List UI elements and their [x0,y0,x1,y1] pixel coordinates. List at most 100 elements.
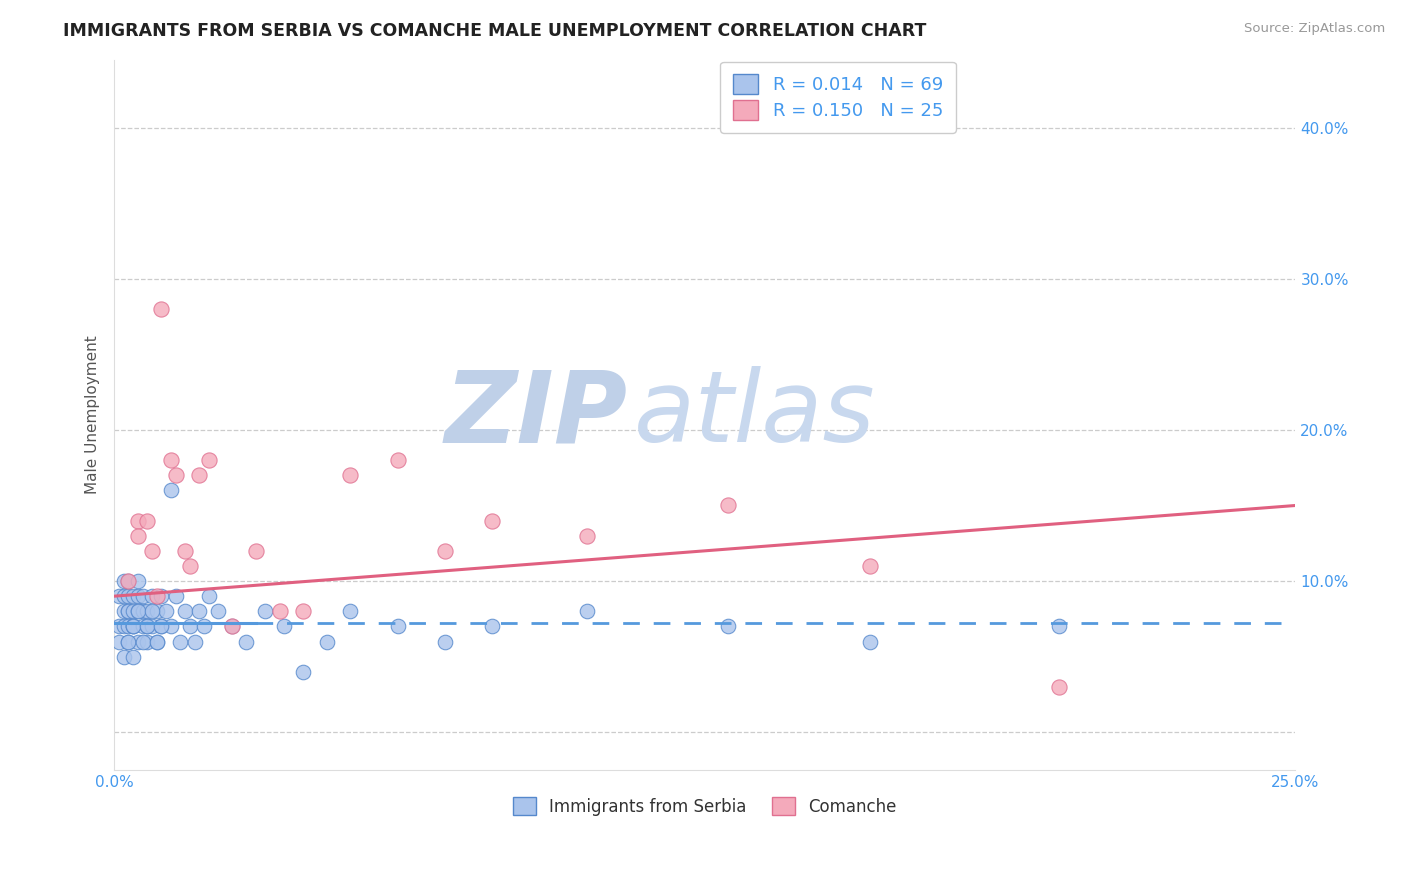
Point [387,453,409,467]
Point [108,619,131,633]
Point [131,589,153,603]
Point [141,589,163,603]
Point [292,665,315,679]
Point [108,589,131,603]
Point [174,544,197,558]
Point [575,604,598,618]
Point [717,499,740,513]
Point [112,574,135,588]
Point [717,619,740,633]
Point [1047,680,1070,694]
Point [117,634,139,648]
Point [174,604,197,618]
Point [221,619,243,633]
Point [117,574,139,588]
Point [112,604,135,618]
Point [254,604,277,618]
Point [145,634,167,648]
Point [387,619,409,633]
Point [292,604,315,618]
Point [112,619,135,633]
Point [433,634,456,648]
Point [117,604,139,618]
Point [221,619,243,633]
Point [160,619,183,633]
Point [108,634,131,648]
Y-axis label: Male Unemployment: Male Unemployment [86,335,100,494]
Point [117,589,139,603]
Point [127,589,149,603]
Point [136,619,159,633]
Point [165,589,187,603]
Point [131,604,153,618]
Point [197,589,219,603]
Point [131,634,153,648]
Point [169,634,191,648]
Point [127,514,149,528]
Point [165,468,187,483]
Point [339,468,361,483]
Point [122,649,145,664]
Point [150,589,173,603]
Text: Source: ZipAtlas.com: Source: ZipAtlas.com [1244,22,1385,36]
Text: IMMIGRANTS FROM SERBIA VS COMANCHE MALE UNEMPLOYMENT CORRELATION CHART: IMMIGRANTS FROM SERBIA VS COMANCHE MALE … [63,22,927,40]
Point [155,604,177,618]
Point [481,619,503,633]
Point [188,604,211,618]
Point [127,634,149,648]
Point [179,619,201,633]
Point [136,514,159,528]
Point [481,514,503,528]
Point [136,604,159,618]
Point [122,619,145,633]
Point [339,604,361,618]
Point [127,529,149,543]
Point [150,619,173,633]
Point [150,619,173,633]
Point [131,619,153,633]
Point [1047,619,1070,633]
Point [273,619,295,633]
Point [179,558,201,573]
Text: atlas: atlas [634,367,876,463]
Point [117,619,139,633]
Point [150,301,173,316]
Legend: Immigrants from Serbia, Comanche: Immigrants from Serbia, Comanche [503,787,907,826]
Point [269,604,291,618]
Point [575,529,598,543]
Point [122,619,145,633]
Point [122,619,145,633]
Point [859,558,882,573]
Point [136,634,159,648]
Point [117,634,139,648]
Point [141,604,163,618]
Point [112,589,135,603]
Point [112,649,135,664]
Point [141,544,163,558]
Point [433,544,456,558]
Point [207,604,229,618]
Point [859,634,882,648]
Point [117,574,139,588]
Point [127,574,149,588]
Point [315,634,337,648]
Point [145,604,167,618]
Point [245,544,267,558]
Point [145,634,167,648]
Point [235,634,257,648]
Point [136,619,159,633]
Point [117,604,139,618]
Point [141,619,163,633]
Point [197,453,219,467]
Point [127,604,149,618]
Point [160,483,183,498]
Point [145,589,167,603]
Point [193,619,215,633]
Text: ZIP: ZIP [446,367,628,463]
Point [122,589,145,603]
Point [160,453,183,467]
Point [127,604,149,618]
Point [122,604,145,618]
Point [183,634,205,648]
Point [188,468,211,483]
